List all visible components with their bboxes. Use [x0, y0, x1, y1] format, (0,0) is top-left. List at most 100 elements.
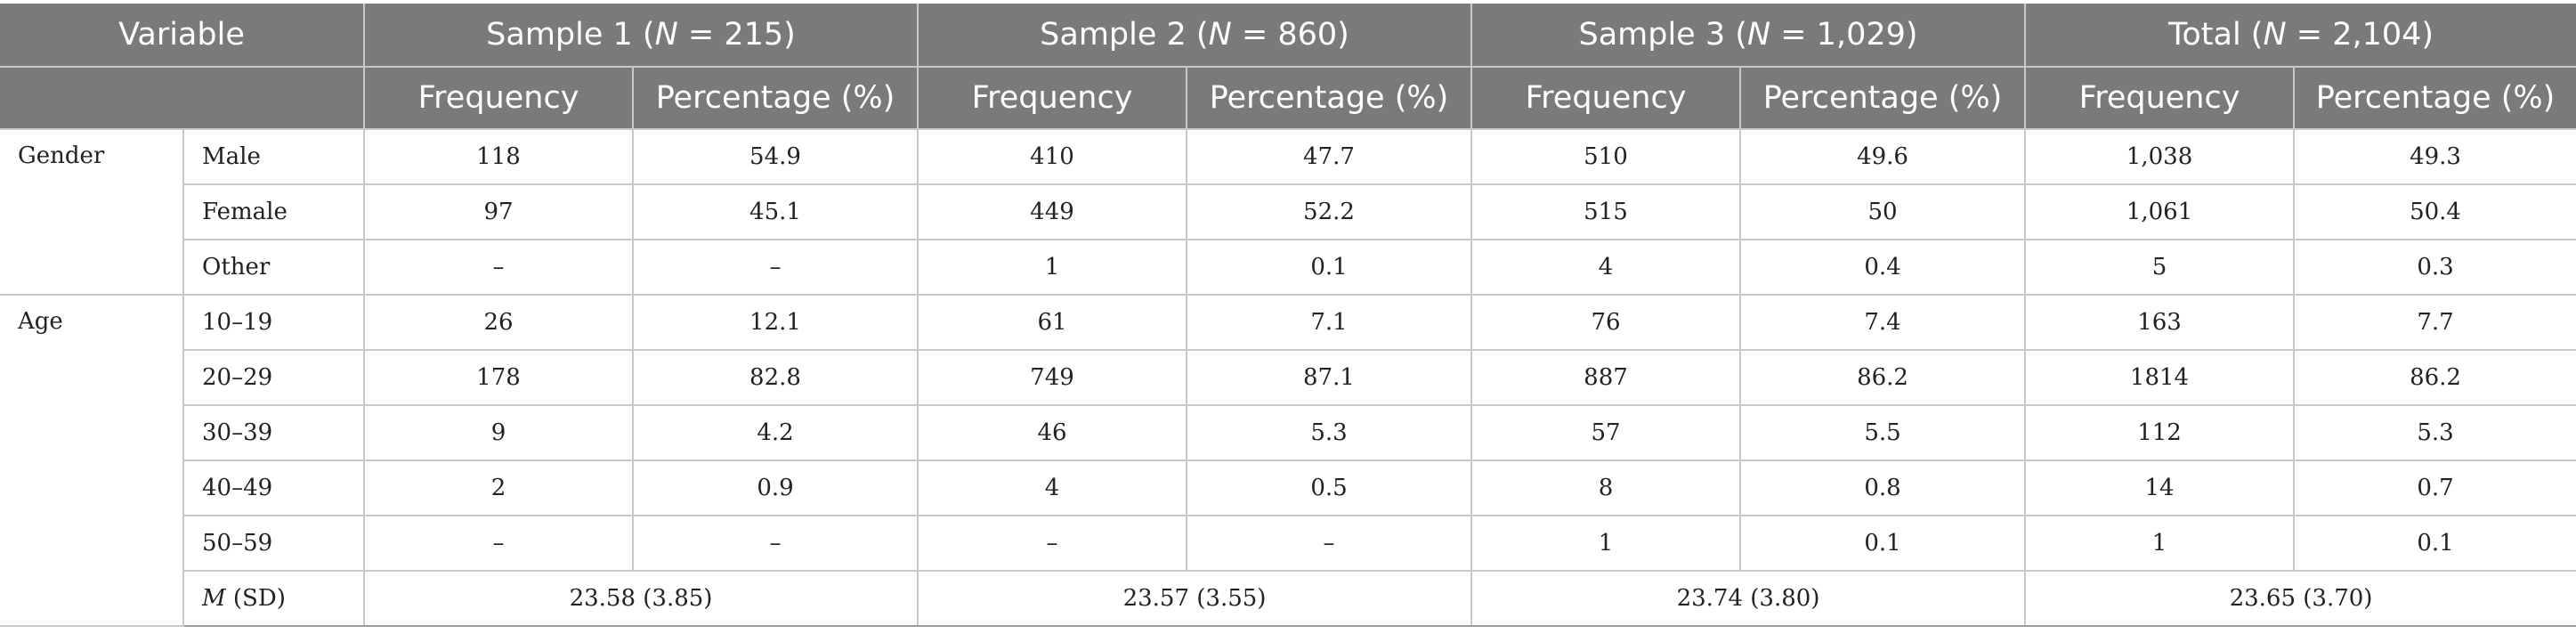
cell: 87.1 [1186, 349, 1472, 406]
table-row: Other – – 1 0.1 4 0.4 5 0.3 [0, 239, 2576, 296]
cell: 118 [363, 128, 634, 185]
cell: 61 [917, 294, 1187, 351]
header-blank [0, 66, 365, 130]
cell: 1,038 [2024, 128, 2296, 185]
cell: 0.7 [2293, 459, 2576, 516]
cell: 26 [363, 294, 634, 351]
cell: 7.1 [1186, 294, 1472, 351]
cell: 1814 [2024, 349, 2296, 406]
header-percentage: Percentage (%) [632, 66, 919, 130]
cell: 2 [363, 459, 634, 516]
cell: 45.1 [632, 183, 919, 240]
cell: 5.3 [1186, 404, 1472, 461]
header-percentage: Percentage (%) [2293, 66, 2576, 130]
cell: 163 [2024, 294, 2296, 351]
cell-mean-sample-2: 23.57 (3.55) [917, 570, 1472, 627]
row-label-mean-sd: M (SD) [183, 570, 365, 627]
table-row: 50–59 – – – – 1 0.1 1 0.1 [0, 515, 2576, 572]
cell: 1,061 [2024, 183, 2296, 240]
cell: 0.8 [1738, 459, 2027, 516]
cell: 7.4 [1738, 294, 2027, 351]
header-variable: Variable [0, 4, 365, 68]
cell: 0.3 [2293, 239, 2576, 296]
cell: – [363, 515, 634, 572]
cell: 7.7 [2293, 294, 2576, 351]
cell: 178 [363, 349, 634, 406]
table-row: 30–39 9 4.2 46 5.3 57 5.5 112 5.3 [0, 404, 2576, 461]
header-frequency: Frequency [363, 66, 634, 130]
row-label: Other [183, 239, 365, 296]
row-label: Female [183, 183, 365, 240]
cell: 49.6 [1738, 128, 2027, 185]
cell: 515 [1470, 183, 1741, 240]
cell: 0.1 [1186, 239, 1472, 296]
cell: 510 [1470, 128, 1741, 185]
row-label: 50–59 [183, 515, 365, 572]
cell: 14 [2024, 459, 2296, 516]
cell: – [363, 239, 634, 296]
cell: 449 [917, 183, 1187, 240]
header-percentage: Percentage (%) [1186, 66, 1472, 130]
cell: 46 [917, 404, 1187, 461]
table-row: Gender Male 118 54.9 410 47.7 510 49.6 1… [0, 128, 2576, 296]
cell: 4 [917, 459, 1187, 516]
header-sample-3: Sample 3 (N = 1,029) [1470, 4, 2027, 68]
table-row: 40–49 2 0.9 4 0.5 8 0.8 14 0.7 [0, 459, 2576, 516]
row-label: 20–29 [183, 349, 365, 406]
cell: 52.2 [1186, 183, 1472, 240]
cell: 887 [1470, 349, 1741, 406]
cell: 0.1 [1738, 515, 2027, 572]
cell: 5.3 [2293, 404, 2576, 461]
cell: 1 [917, 239, 1187, 296]
row-label: 40–49 [183, 459, 365, 516]
header-frequency: Frequency [917, 66, 1187, 130]
cell: 97 [363, 183, 634, 240]
cell: 57 [1470, 404, 1741, 461]
cell: 112 [2024, 404, 2296, 461]
demographics-table: Variable Sample 1 (N = 215) Sample 2 (N … [0, 4, 2576, 627]
cell: 50 [1738, 183, 2027, 240]
header-row-sub: Frequency Percentage (%) Frequency Perce… [0, 66, 2576, 130]
header-sample-2: Sample 2 (N = 860) [917, 4, 1472, 68]
header-percentage: Percentage (%) [1738, 66, 2027, 130]
group-label-age: Age [0, 294, 184, 627]
cell-mean-sample-3: 23.74 (3.80) [1470, 570, 2027, 627]
header-sample-1: Sample 1 (N = 215) [363, 4, 919, 68]
header-frequency: Frequency [1470, 66, 1741, 130]
header-frequency: Frequency [2024, 66, 2296, 130]
cell: 5 [2024, 239, 2296, 296]
header-row-groups: Variable Sample 1 (N = 215) Sample 2 (N … [0, 4, 2576, 68]
row-label: Male [182, 128, 365, 185]
cell: 4 [1470, 239, 1741, 296]
cell: – [632, 239, 919, 296]
cell: 749 [917, 349, 1187, 406]
cell: 410 [917, 128, 1187, 185]
cell: 12.1 [632, 294, 919, 351]
cell: 86.2 [1738, 349, 2027, 406]
table-row: Age 10–19 26 12.1 61 7.1 76 7.4 163 7.7 [0, 294, 2576, 627]
table-row: Female 97 45.1 449 52.2 515 50 1,061 50.… [0, 183, 2576, 240]
cell: 0.5 [1186, 459, 1472, 516]
group-label-gender: Gender [0, 128, 184, 296]
table-row: 20–29 178 82.8 749 87.1 887 86.2 1814 86… [0, 349, 2576, 406]
cell-mean-total: 23.65 (3.70) [2024, 570, 2576, 627]
cell: 1 [2024, 515, 2296, 572]
cell-mean-sample-1: 23.58 (3.85) [363, 570, 919, 627]
row-label: 10–19 [182, 294, 365, 351]
header-total: Total (N = 2,104) [2024, 4, 2576, 68]
table-body: Gender Male 118 54.9 410 47.7 510 49.6 1… [0, 128, 2576, 627]
cell: 50.4 [2293, 183, 2576, 240]
cell: – [917, 515, 1187, 572]
cell: 86.2 [2293, 349, 2576, 406]
cell: 0.4 [1738, 239, 2027, 296]
cell: 5.5 [1738, 404, 2027, 461]
cell: 49.3 [2293, 128, 2576, 185]
table-row-mean: M (SD) 23.58 (3.85) 23.57 (3.55) 23.74 (… [0, 570, 2576, 627]
cell: 54.9 [632, 128, 919, 185]
cell: 82.8 [632, 349, 919, 406]
cell: 0.1 [2293, 515, 2576, 572]
cell: 47.7 [1186, 128, 1472, 185]
cell: 9 [363, 404, 634, 461]
cell: 76 [1470, 294, 1741, 351]
row-label: 30–39 [183, 404, 365, 461]
